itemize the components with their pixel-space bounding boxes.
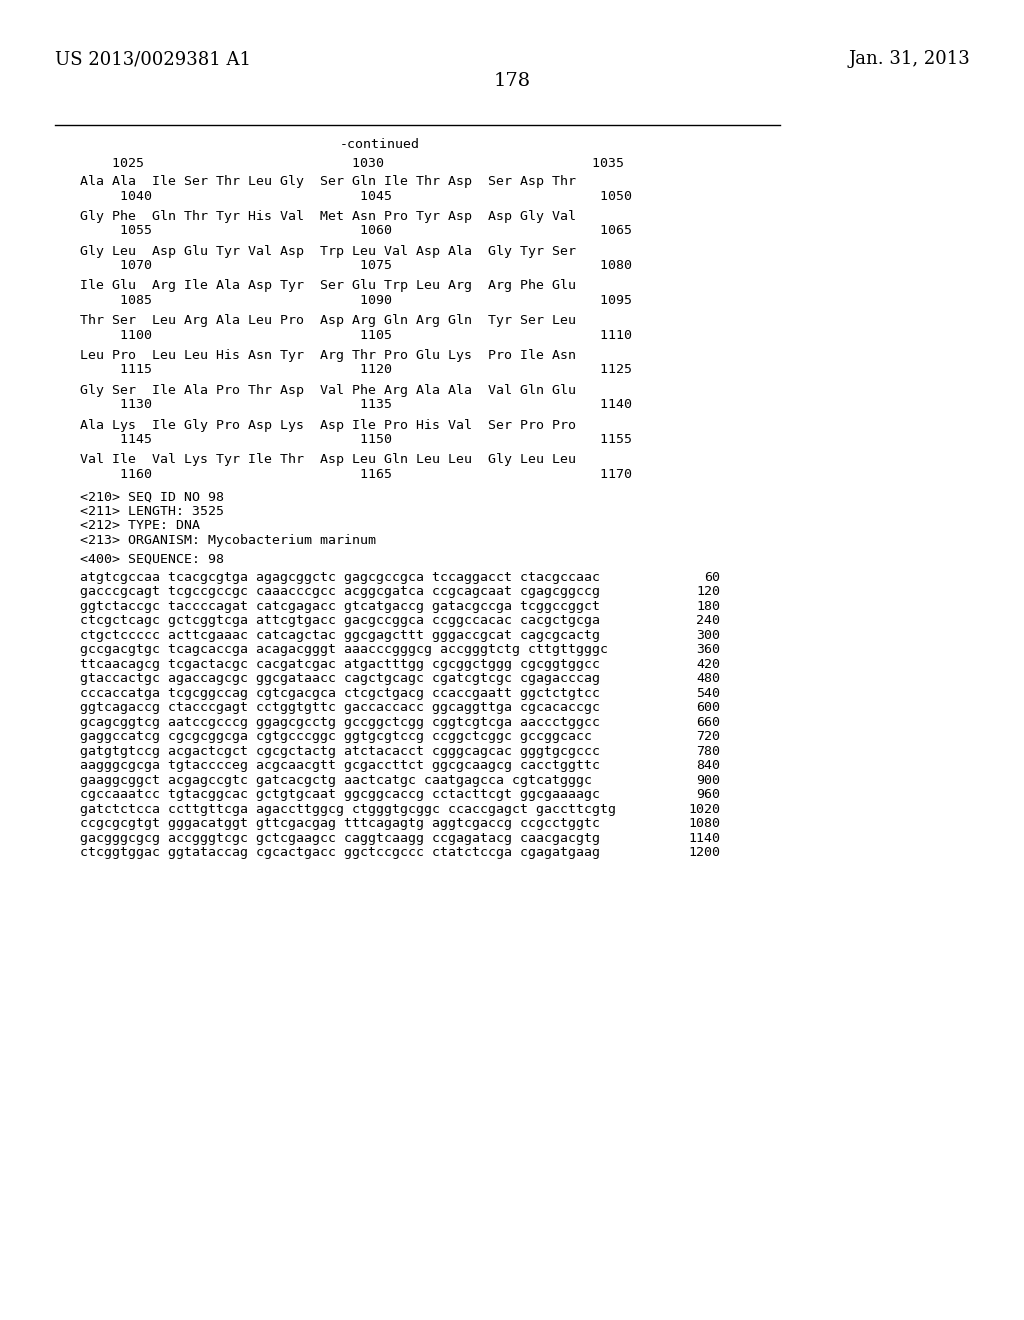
Text: Val Ile  Val Lys Tyr Ile Thr  Asp Leu Gln Leu Leu  Gly Leu Leu: Val Ile Val Lys Tyr Ile Thr Asp Leu Gln … [80,453,575,466]
Text: 900: 900 [696,774,720,787]
Text: 1040                          1045                          1050: 1040 1045 1050 [80,190,632,202]
Text: gcagcggtcg aatccgcccg ggagcgcctg gccggctcgg cggtcgtcga aaccctggcc: gcagcggtcg aatccgcccg ggagcgcctg gccggct… [80,715,600,729]
Text: 720: 720 [696,730,720,743]
Text: Ala Lys  Ile Gly Pro Asp Lys  Asp Ile Pro His Val  Ser Pro Pro: Ala Lys Ile Gly Pro Asp Lys Asp Ile Pro … [80,418,575,432]
Text: 1160                          1165                          1170: 1160 1165 1170 [80,467,632,480]
Text: <210> SEQ ID NO 98: <210> SEQ ID NO 98 [80,491,224,503]
Text: 300: 300 [696,628,720,642]
Text: 240: 240 [696,614,720,627]
Text: 1085                          1090                          1095: 1085 1090 1095 [80,294,632,306]
Text: Leu Pro  Leu Leu His Asn Tyr  Arg Thr Pro Glu Lys  Pro Ile Asn: Leu Pro Leu Leu His Asn Tyr Arg Thr Pro … [80,348,575,362]
Text: ctcgctcagc gctcggtcga attcgtgacc gacgccggca ccggccacac cacgctgcga: ctcgctcagc gctcggtcga attcgtgacc gacgccg… [80,614,600,627]
Text: gaggccatcg cgcgcggcga cgtgcccggc ggtgcgtccg ccggctcggc gccggcacc: gaggccatcg cgcgcggcga cgtgcccggc ggtgcgt… [80,730,592,743]
Text: 1140: 1140 [688,832,720,845]
Text: 1145                          1150                          1155: 1145 1150 1155 [80,433,632,446]
Text: 1055                          1060                          1065: 1055 1060 1065 [80,224,632,238]
Text: 960: 960 [696,788,720,801]
Text: 1020: 1020 [688,803,720,816]
Text: 60: 60 [705,570,720,583]
Text: Ile Glu  Arg Ile Ala Asp Tyr  Ser Glu Trp Leu Arg  Arg Phe Glu: Ile Glu Arg Ile Ala Asp Tyr Ser Glu Trp … [80,280,575,293]
Text: gacgggcgcg accgggtcgc gctcgaagcc caggtcaagg ccgagatacg caacgacgtg: gacgggcgcg accgggtcgc gctcgaagcc caggtca… [80,832,600,845]
Text: US 2013/0029381 A1: US 2013/0029381 A1 [55,50,251,69]
Text: gtaccactgc agaccagcgc ggcgataacc cagctgcagc cgatcgtcgc cgagacccag: gtaccactgc agaccagcgc ggcgataacc cagctgc… [80,672,600,685]
Text: 180: 180 [696,599,720,612]
Text: 420: 420 [696,657,720,671]
Text: 1070                          1075                          1080: 1070 1075 1080 [80,259,632,272]
Text: <400> SEQUENCE: 98: <400> SEQUENCE: 98 [80,552,224,565]
Text: 1200: 1200 [688,846,720,859]
Text: gccgacgtgc tcagcaccga acagacgggt aaacccgggcg accgggtctg cttgttgggc: gccgacgtgc tcagcaccga acagacgggt aaacccg… [80,643,608,656]
Text: 600: 600 [696,701,720,714]
Text: 1025                          1030                          1035: 1025 1030 1035 [80,157,624,170]
Text: Thr Ser  Leu Arg Ala Leu Pro  Asp Arg Gln Arg Gln  Tyr Ser Leu: Thr Ser Leu Arg Ala Leu Pro Asp Arg Gln … [80,314,575,327]
Text: 120: 120 [696,585,720,598]
Text: 1115                          1120                          1125: 1115 1120 1125 [80,363,632,376]
Text: ctgctccccc acttcgaaac catcagctac ggcgagcttt gggaccgcat cagcgcactg: ctgctccccc acttcgaaac catcagctac ggcgagc… [80,628,600,642]
Text: aagggcgcga tgtacccceg acgcaacgtt gcgaccttct ggcgcaagcg cacctggttc: aagggcgcga tgtacccceg acgcaacgtt gcgacct… [80,759,600,772]
Text: <211> LENGTH: 3525: <211> LENGTH: 3525 [80,504,224,517]
Text: -continued: -continued [340,139,420,150]
Text: 1130                          1135                          1140: 1130 1135 1140 [80,399,632,412]
Text: 178: 178 [494,73,530,90]
Text: cccaccatga tcgcggccag cgtcgacgca ctcgctgacg ccaccgaatt ggctctgtcc: cccaccatga tcgcggccag cgtcgacgca ctcgctg… [80,686,600,700]
Text: 660: 660 [696,715,720,729]
Text: ttcaacagcg tcgactacgc cacgatcgac atgactttgg cgcggctggg cgcggtggcc: ttcaacagcg tcgactacgc cacgatcgac atgactt… [80,657,600,671]
Text: Jan. 31, 2013: Jan. 31, 2013 [848,50,970,69]
Text: ccgcgcgtgt gggacatggt gttcgacgag tttcagagtg aggtcgaccg ccgcctggtc: ccgcgcgtgt gggacatggt gttcgacgag tttcaga… [80,817,600,830]
Text: 480: 480 [696,672,720,685]
Text: Ala Ala  Ile Ser Thr Leu Gly  Ser Gln Ile Thr Asp  Ser Asp Thr: Ala Ala Ile Ser Thr Leu Gly Ser Gln Ile … [80,176,575,187]
Text: ggtcagaccg ctacccgagt cctggtgttc gaccaccacc ggcaggttga cgcacaccgc: ggtcagaccg ctacccgagt cctggtgttc gaccacc… [80,701,600,714]
Text: cgccaaatcc tgtacggcac gctgtgcaat ggcggcaccg cctacttcgt ggcgaaaagc: cgccaaatcc tgtacggcac gctgtgcaat ggcggca… [80,788,600,801]
Text: Gly Ser  Ile Ala Pro Thr Asp  Val Phe Arg Ala Ala  Val Gln Glu: Gly Ser Ile Ala Pro Thr Asp Val Phe Arg … [80,384,575,397]
Text: Gly Phe  Gln Thr Tyr His Val  Met Asn Pro Tyr Asp  Asp Gly Val: Gly Phe Gln Thr Tyr His Val Met Asn Pro … [80,210,575,223]
Text: gatctctcca ccttgttcga agaccttggcg ctgggtgcggc ccaccgagct gaccttcgtg: gatctctcca ccttgttcga agaccttggcg ctgggt… [80,803,616,816]
Text: 840: 840 [696,759,720,772]
Text: <213> ORGANISM: Mycobacterium marinum: <213> ORGANISM: Mycobacterium marinum [80,533,376,546]
Text: atgtcgccaa tcacgcgtga agagcggctc gagcgccgca tccaggacct ctacgccaac: atgtcgccaa tcacgcgtga agagcggctc gagcgcc… [80,570,600,583]
Text: gacccgcagt tcgccgccgc caaacccgcc acggcgatca ccgcagcaat cgagcggccg: gacccgcagt tcgccgccgc caaacccgcc acggcga… [80,585,600,598]
Text: Gly Leu  Asp Glu Tyr Val Asp  Trp Leu Val Asp Ala  Gly Tyr Ser: Gly Leu Asp Glu Tyr Val Asp Trp Leu Val … [80,244,575,257]
Text: ggtctaccgc taccccagat catcgagacc gtcatgaccg gatacgccga tcggccggct: ggtctaccgc taccccagat catcgagacc gtcatga… [80,599,600,612]
Text: gatgtgtccg acgactcgct cgcgctactg atctacacct cgggcagcac gggtgcgccc: gatgtgtccg acgactcgct cgcgctactg atctaca… [80,744,600,758]
Text: 540: 540 [696,686,720,700]
Text: <212> TYPE: DNA: <212> TYPE: DNA [80,519,200,532]
Text: 780: 780 [696,744,720,758]
Text: gaaggcggct acgagccgtc gatcacgctg aactcatgc caatgagcca cgtcatgggc: gaaggcggct acgagccgtc gatcacgctg aactcat… [80,774,592,787]
Text: 1100                          1105                          1110: 1100 1105 1110 [80,329,632,342]
Text: ctcggtggac ggtataccag cgcactgacc ggctccgccc ctatctccga cgagatgaag: ctcggtggac ggtataccag cgcactgacc ggctccg… [80,846,600,859]
Text: 360: 360 [696,643,720,656]
Text: 1080: 1080 [688,817,720,830]
